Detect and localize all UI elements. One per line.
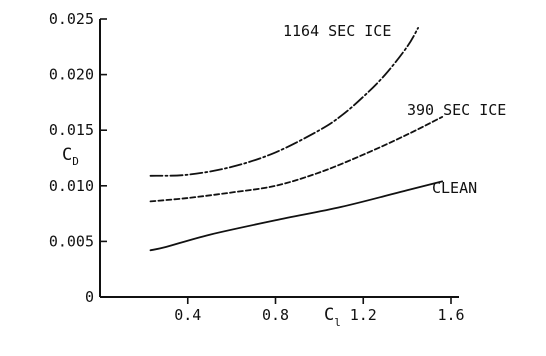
x-tick-label: 1.6 [437,306,464,324]
x-axis-label: Cl [324,305,341,329]
y-tick-label: 0.020 [49,66,94,84]
series-label-390-sec-ice: 390 SEC ICE [407,101,506,119]
y-tick-label: 0.015 [49,121,94,139]
series-label-clean: CLEAN [432,179,477,197]
labels: CD Cl [62,145,341,329]
y-tick-label: 0.025 [49,10,94,28]
x-tick-label: 0.4 [174,306,201,324]
ticks: 0 0.005 0.010 0.015 0.020 0.025 0.4 0.8 1.2 1.6 [49,10,465,324]
x-axis-label-main: C [324,305,334,325]
series-line-clean [149,180,444,252]
series-line-390-sec-ice [149,116,444,203]
axes [99,19,459,298]
series-layer: CLEAN 390 SEC ICE 1164 SEC ICE [149,22,506,252]
y-axis-label: CD [62,145,79,168]
y-tick-label: 0.010 [49,177,94,195]
x-tick-label: 1.2 [350,306,377,324]
y-tick-label: 0.005 [49,232,94,250]
x-tick-label: 0.8 [262,306,289,324]
series-line-1164-sec-ice [149,27,419,177]
x-axis-label-subscript: l [334,316,341,329]
series-label-1164-sec-ice: 1164 SEC ICE [283,22,391,40]
y-axis-label-main: C [62,145,72,165]
y-tick-label: 0 [85,288,94,306]
y-axis-label-subscript: D [72,155,79,168]
